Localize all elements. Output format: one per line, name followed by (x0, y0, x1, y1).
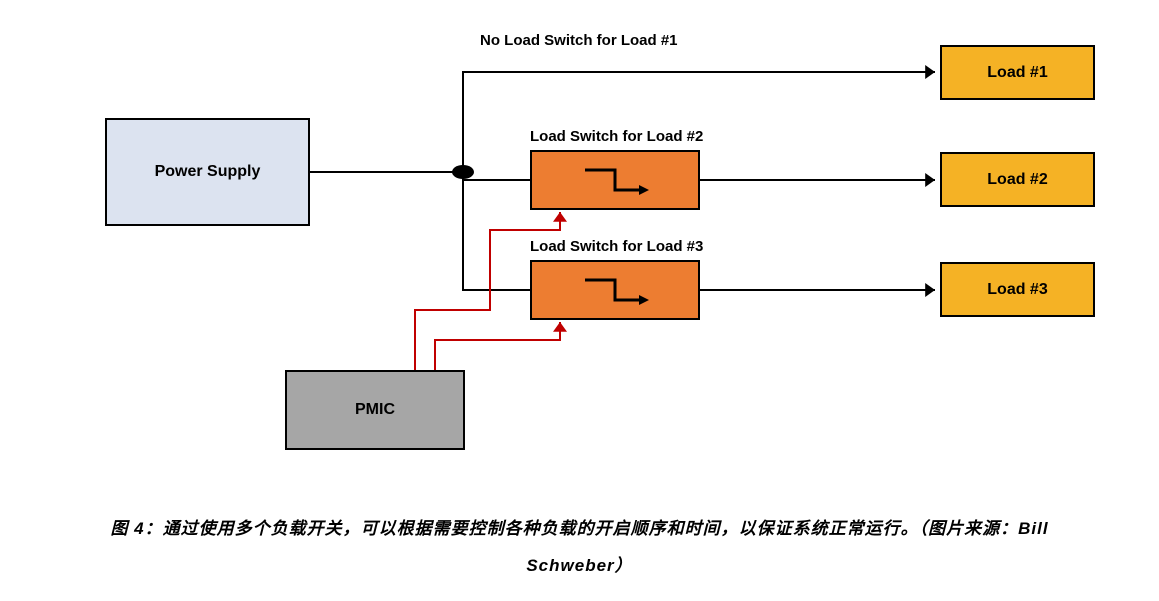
load-switch-2-box (530, 150, 700, 210)
load-switch-3-label: Load Switch for Load #3 (530, 238, 703, 255)
step-arrow-icon (575, 270, 655, 310)
load-switch-2-label: Load Switch for Load #2 (530, 128, 703, 145)
load-switch-3-box (530, 260, 700, 320)
no-load-switch-label: No Load Switch for Load #1 (480, 32, 678, 49)
power-supply-label: Power Supply (155, 163, 261, 181)
load-1-box: Load #1 (940, 45, 1095, 100)
load-1-label: Load #1 (987, 64, 1047, 82)
pmic-box: PMIC (285, 370, 465, 450)
load-3-box: Load #3 (940, 262, 1095, 317)
diagram-area: Power Supply PMIC Load #1 Load #2 Load #… (0, 0, 1159, 500)
load-3-label: Load #3 (987, 281, 1047, 299)
load-2-label: Load #2 (987, 171, 1047, 189)
figure-caption: 图 4：通过使用多个负载开关，可以根据需要控制各种负载的开启顺序和时间，以保证系… (0, 500, 1159, 585)
step-arrow-icon (575, 160, 655, 200)
caption-text: 图 4：通过使用多个负载开关，可以根据需要控制各种负载的开启顺序和时间，以保证系… (110, 519, 1048, 575)
load-2-box: Load #2 (940, 152, 1095, 207)
power-supply-box: Power Supply (105, 118, 310, 226)
pmic-label: PMIC (355, 401, 395, 419)
